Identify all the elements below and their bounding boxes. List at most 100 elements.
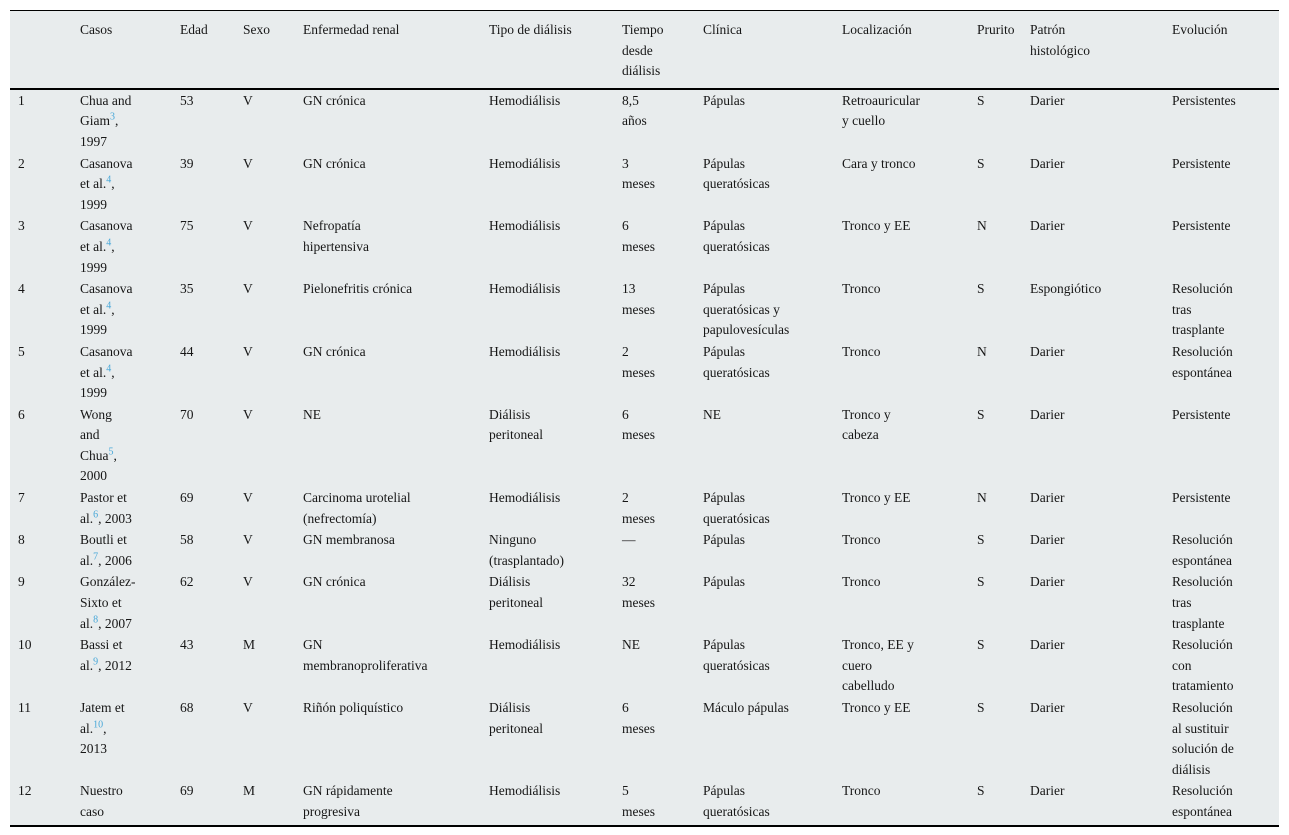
cell-edad: 75	[180, 218, 194, 234]
case-citation-year: , 1999	[80, 301, 115, 338]
case-citation-text: Nuestro caso	[80, 783, 123, 819]
citation-ref-link[interactable]: 6	[93, 509, 99, 521]
column-header-tiempo: Tiempo desde diálisis	[622, 10, 703, 90]
cell-evolucion: Resolución tras trasplante	[1172, 281, 1233, 338]
cell-edad: 70	[180, 406, 194, 422]
cell-casos: Wong and Chua5, 2000	[80, 404, 180, 487]
case-citation-year: , 1999	[80, 238, 115, 275]
column-header-edad: Edad	[180, 10, 243, 90]
cell-patron: Darier	[1030, 574, 1065, 590]
cell-num: 8	[18, 532, 25, 548]
citation-ref-link[interactable]: 7	[93, 551, 99, 563]
cell-sexo: V	[243, 218, 253, 234]
cell-casos: González- Sixto et al.8, 2007	[80, 571, 180, 634]
cell-sexo: V	[243, 92, 253, 108]
case-citation-year: , 2012	[98, 657, 132, 673]
cell-num: 7	[18, 490, 25, 506]
citation-ref-link[interactable]: 10	[93, 719, 104, 731]
cell-enfermedad: GN membranoproliferativa	[303, 637, 428, 673]
column-header-tipo: Tipo de diálisis	[489, 10, 622, 90]
citation-ref-link[interactable]: 4	[106, 363, 112, 374]
cell-casos: Nuestro caso	[80, 780, 180, 825]
table-body: 1 Chua and Giam3, 1997 53 V GN crónica Hemodi…	[10, 89, 1279, 826]
cell-casos: Bassi et al.9, 2012	[80, 634, 180, 697]
citation-ref-link[interactable]: 8	[93, 614, 99, 626]
citation-ref-link[interactable]: 4	[106, 237, 112, 249]
column-header-localizacion: Localización	[842, 10, 977, 90]
cell-casos: Casanova et al.4, 1999	[80, 341, 180, 404]
cell-edad: 58	[180, 532, 194, 548]
table-row: 10 Bassi et al.9, 2012 43 M GN membranoproli…	[10, 634, 1279, 697]
cell-edad: 43	[180, 637, 194, 653]
cell-patron: Darier	[1030, 490, 1065, 506]
cell-casos: Casanova et al.4, 1999	[80, 278, 180, 341]
citation-ref-link[interactable]: 4	[106, 300, 112, 312]
cell-num: 11	[18, 700, 31, 715]
cell-localizacion: Tronco y EE	[842, 700, 911, 715]
cell-tiempo: 8,5 años	[622, 92, 647, 129]
cell-tiempo: NE	[622, 637, 640, 653]
case-citation-year: , 2003	[98, 510, 132, 526]
cell-clinica: Pápulas queratósicas	[703, 490, 770, 526]
cell-evolucion: Persistente	[1172, 155, 1231, 171]
cell-evolucion: Persistente	[1172, 490, 1231, 506]
cell-clinica: Máculo pápulas	[703, 700, 789, 715]
cell-enfermedad: GN crónica	[303, 343, 366, 359]
case-citation-year: , 1997	[80, 113, 119, 149]
cell-enfermedad: GN crónica	[303, 92, 366, 108]
case-citation-year: , 2006	[98, 552, 132, 568]
cell-num: 6	[18, 406, 25, 422]
cell-patron: Espongiótico	[1030, 281, 1102, 297]
citation-ref-link[interactable]: 3	[110, 111, 115, 123]
cell-localizacion: Tronco	[842, 532, 881, 548]
cell-casos: Chua and Giam3, 1997	[80, 89, 180, 153]
cell-localizacion: Retroauricular y cuello	[842, 92, 920, 129]
cell-edad: 39	[180, 155, 194, 171]
cell-tipo: Hemodiálisis	[489, 92, 561, 108]
cell-sexo: V	[243, 281, 253, 297]
cell-tiempo: 2 meses	[622, 343, 655, 380]
citation-ref-link[interactable]: 5	[108, 446, 114, 458]
case-citation-year: , 1999	[80, 364, 115, 401]
cell-clinica: NE	[703, 406, 721, 422]
cell-num: 9	[18, 574, 25, 590]
cell-evolucion: Resolución con tratamiento	[1172, 637, 1234, 694]
column-header-prurito: Prurito	[977, 10, 1030, 90]
cell-enfermedad: GN rápidamente progresiva	[303, 783, 393, 819]
case-citation-year: , 1999	[80, 176, 115, 212]
cell-edad: 62	[180, 574, 194, 590]
citation-ref-link[interactable]: 9	[93, 656, 99, 668]
cell-tipo: Diálisis peritoneal	[489, 700, 543, 736]
cell-evolucion: Resolución espontánea	[1172, 343, 1233, 380]
cell-clinica: Pápulas queratósicas	[703, 155, 770, 192]
cell-sexo: M	[243, 637, 256, 653]
cell-tipo: Hemodiálisis	[489, 490, 561, 506]
cell-prurito: S	[977, 406, 985, 422]
case-citation-text: González- Sixto et al.	[80, 574, 136, 631]
cell-sexo: M	[243, 783, 256, 799]
cell-localizacion: Tronco	[842, 574, 881, 590]
cell-tipo: Hemodiálisis	[489, 155, 561, 171]
citation-ref-link[interactable]: 4	[106, 174, 112, 186]
table-row: 11 Jatem et al.10, 2013 68 V Riñón poliquíst…	[10, 697, 1279, 780]
cell-patron: Darier	[1030, 343, 1065, 359]
table-row: 9 González- Sixto et al.8, 2007 62 V GN crón…	[10, 571, 1279, 634]
cell-sexo: V	[243, 343, 253, 359]
cell-num: 5	[18, 343, 25, 359]
cell-localizacion: Cara y tronco	[842, 155, 916, 171]
cell-localizacion: Tronco y cabeza	[842, 406, 891, 443]
cell-tipo: Hemodiálisis	[489, 218, 561, 234]
cell-casos: Pastor et al.6, 2003	[80, 487, 180, 529]
paper-table-region: Casos Edad Sexo Enfermedad renal Tipo de diá…	[10, 10, 1279, 827]
cell-prurito: S	[977, 637, 985, 653]
cell-tiempo: 6 meses	[622, 218, 655, 254]
cell-tiempo: 2 meses	[622, 490, 655, 526]
cell-enfermedad: Nefropatía hipertensiva	[303, 218, 369, 254]
cell-localizacion: Tronco, EE y cuero cabelludo	[842, 637, 914, 694]
cell-casos: Casanova et al.4, 1999	[80, 153, 180, 216]
cell-tipo: Diálisis peritoneal	[489, 574, 543, 611]
column-header-casos: Casos	[80, 10, 180, 90]
table-row: 2 Casanova et al.4, 1999 39 V GN crónica Hemo…	[10, 153, 1279, 216]
cell-localizacion: Tronco y EE	[842, 218, 911, 234]
cell-num: 2	[18, 155, 25, 171]
